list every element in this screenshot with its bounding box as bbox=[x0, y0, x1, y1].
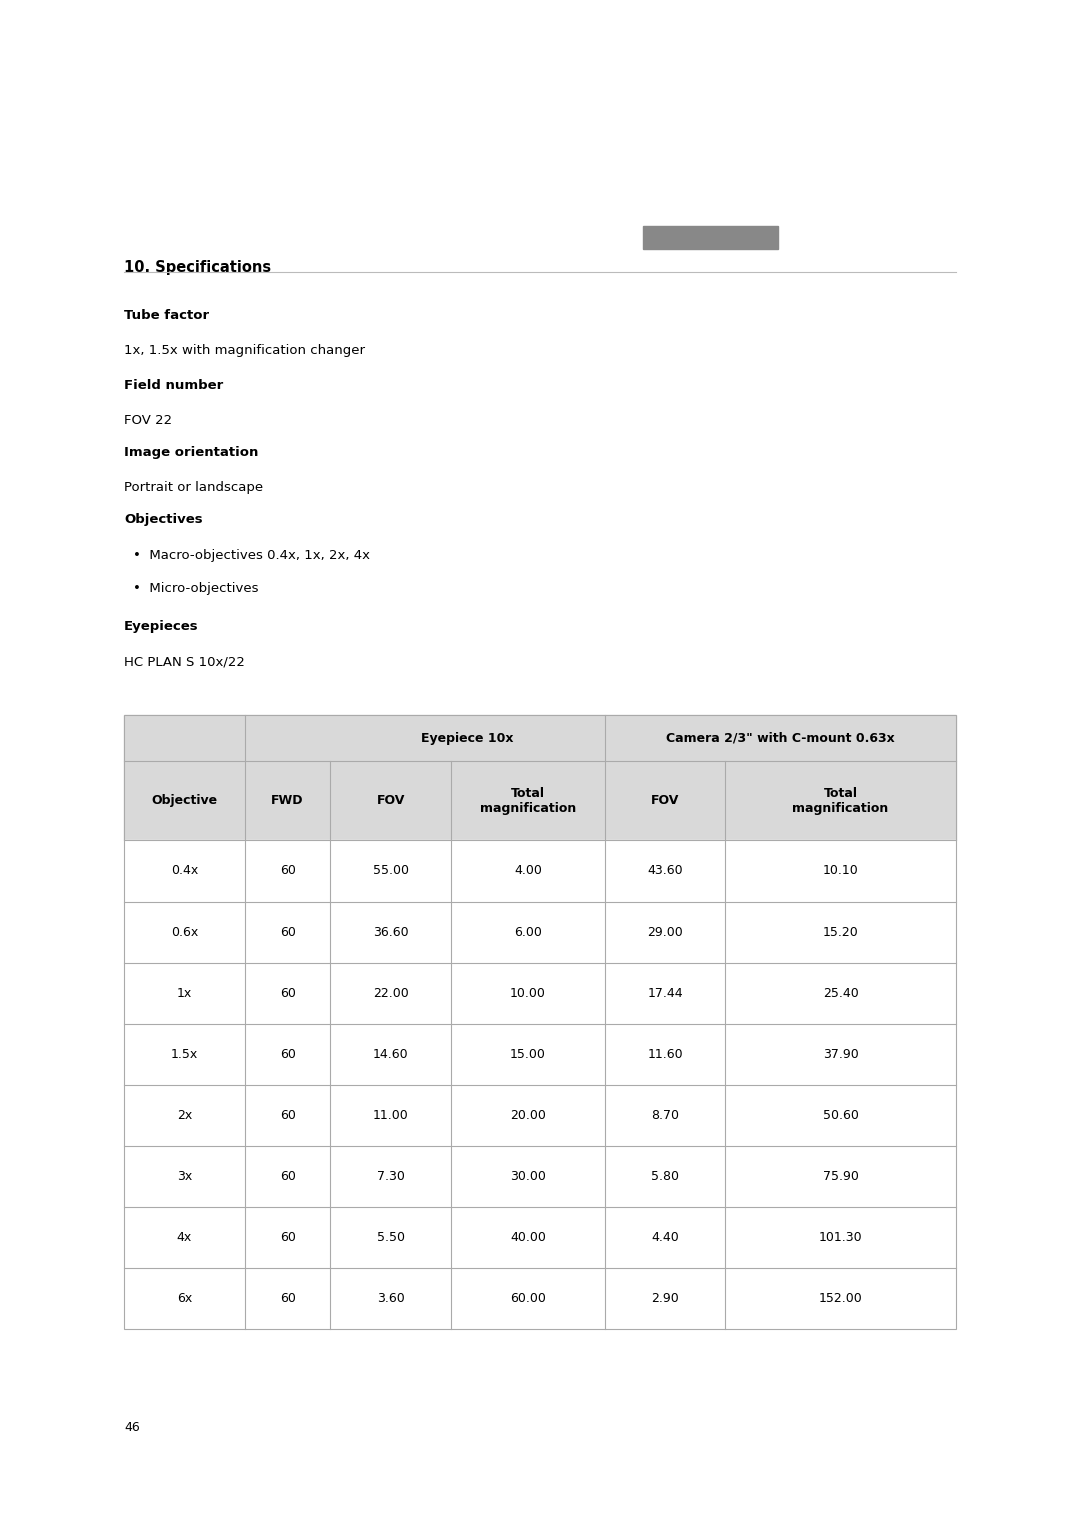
Text: 4.40: 4.40 bbox=[651, 1232, 679, 1244]
Bar bbox=[124, 715, 956, 1329]
Bar bbox=[643, 226, 778, 249]
Text: Eyepiece 10x: Eyepiece 10x bbox=[421, 732, 514, 744]
Text: Camera 2/3" with C-mount 0.63x: Camera 2/3" with C-mount 0.63x bbox=[666, 732, 894, 744]
Text: 101.30: 101.30 bbox=[819, 1232, 863, 1244]
Text: 60: 60 bbox=[280, 865, 296, 877]
Bar bbox=[124, 1024, 956, 1085]
Text: Eyepieces: Eyepieces bbox=[124, 620, 199, 634]
Text: 60.00: 60.00 bbox=[510, 1293, 545, 1305]
Text: 40.00: 40.00 bbox=[510, 1232, 545, 1244]
Bar bbox=[124, 1207, 956, 1268]
Text: 0.4x: 0.4x bbox=[171, 865, 198, 877]
Text: 4.00: 4.00 bbox=[514, 865, 542, 877]
Text: 55.00: 55.00 bbox=[373, 865, 408, 877]
Text: 4x: 4x bbox=[177, 1232, 192, 1244]
Text: 22.00: 22.00 bbox=[373, 987, 408, 999]
Bar bbox=[124, 1085, 956, 1146]
Text: 11.00: 11.00 bbox=[373, 1109, 408, 1122]
Bar bbox=[124, 761, 956, 840]
Text: 15.00: 15.00 bbox=[510, 1048, 545, 1060]
Text: •  Macro-objectives 0.4x, 1x, 2x, 4x: • Macro-objectives 0.4x, 1x, 2x, 4x bbox=[133, 549, 369, 562]
Text: 11.60: 11.60 bbox=[647, 1048, 683, 1060]
Text: FWD: FWD bbox=[271, 795, 303, 807]
Text: 25.40: 25.40 bbox=[823, 987, 859, 999]
Text: 37.90: 37.90 bbox=[823, 1048, 859, 1060]
Text: FOV: FOV bbox=[651, 795, 679, 807]
Text: 3x: 3x bbox=[177, 1170, 192, 1183]
Text: 5.80: 5.80 bbox=[651, 1170, 679, 1183]
Text: 10.00: 10.00 bbox=[510, 987, 545, 999]
Text: 17.44: 17.44 bbox=[647, 987, 683, 999]
Text: 60: 60 bbox=[280, 1048, 296, 1060]
Text: 60: 60 bbox=[280, 1293, 296, 1305]
Text: Image orientation: Image orientation bbox=[124, 446, 258, 460]
Text: 60: 60 bbox=[280, 1232, 296, 1244]
Bar bbox=[124, 1268, 956, 1329]
Text: HC PLAN S 10x/22: HC PLAN S 10x/22 bbox=[124, 656, 245, 669]
Text: 3.60: 3.60 bbox=[377, 1293, 405, 1305]
Text: 43.60: 43.60 bbox=[647, 865, 683, 877]
Text: 2x: 2x bbox=[177, 1109, 192, 1122]
Text: Objective: Objective bbox=[151, 795, 217, 807]
Text: Objectives: Objectives bbox=[124, 513, 203, 527]
Text: •  Micro-objectives: • Micro-objectives bbox=[133, 582, 258, 596]
Text: 60: 60 bbox=[280, 987, 296, 999]
Text: 1x, 1.5x with magnification changer: 1x, 1.5x with magnification changer bbox=[124, 344, 365, 358]
Text: 15.20: 15.20 bbox=[823, 926, 859, 938]
Text: 152.00: 152.00 bbox=[819, 1293, 863, 1305]
Text: 8.70: 8.70 bbox=[651, 1109, 679, 1122]
Text: Tube factor: Tube factor bbox=[124, 309, 210, 322]
Text: Total
magnification: Total magnification bbox=[480, 787, 576, 814]
Text: 6.00: 6.00 bbox=[514, 926, 542, 938]
Text: 1x: 1x bbox=[177, 987, 192, 999]
Text: 60: 60 bbox=[280, 926, 296, 938]
Text: 14.60: 14.60 bbox=[373, 1048, 408, 1060]
Text: 60: 60 bbox=[280, 1109, 296, 1122]
Text: 60: 60 bbox=[280, 1170, 296, 1183]
Text: 20.00: 20.00 bbox=[510, 1109, 545, 1122]
Text: 2.90: 2.90 bbox=[651, 1293, 679, 1305]
Text: FOV 22: FOV 22 bbox=[124, 414, 173, 428]
Bar bbox=[124, 902, 956, 963]
Text: 46: 46 bbox=[124, 1421, 140, 1435]
Text: 5.50: 5.50 bbox=[377, 1232, 405, 1244]
Text: 7.30: 7.30 bbox=[377, 1170, 405, 1183]
Text: 0.6x: 0.6x bbox=[171, 926, 198, 938]
Text: 6x: 6x bbox=[177, 1293, 192, 1305]
Text: Portrait or landscape: Portrait or landscape bbox=[124, 481, 264, 495]
Bar bbox=[124, 963, 956, 1024]
Text: 50.60: 50.60 bbox=[823, 1109, 859, 1122]
Bar bbox=[124, 840, 956, 902]
Text: 10. Specifications: 10. Specifications bbox=[124, 260, 271, 275]
Bar bbox=[124, 1146, 956, 1207]
Text: 75.90: 75.90 bbox=[823, 1170, 859, 1183]
Text: 36.60: 36.60 bbox=[373, 926, 408, 938]
Text: 10.10: 10.10 bbox=[823, 865, 859, 877]
Bar bbox=[124, 715, 956, 761]
Text: 1.5x: 1.5x bbox=[171, 1048, 198, 1060]
Text: 29.00: 29.00 bbox=[647, 926, 683, 938]
Text: Field number: Field number bbox=[124, 379, 224, 393]
Text: FOV: FOV bbox=[377, 795, 405, 807]
Text: Total
magnification: Total magnification bbox=[793, 787, 889, 814]
Text: 30.00: 30.00 bbox=[510, 1170, 545, 1183]
